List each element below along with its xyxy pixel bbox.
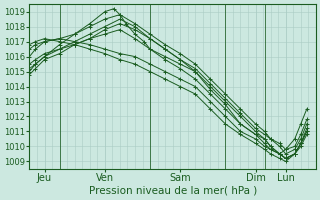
X-axis label: Pression niveau de la mer( hPa ): Pression niveau de la mer( hPa ) [89,186,257,196]
